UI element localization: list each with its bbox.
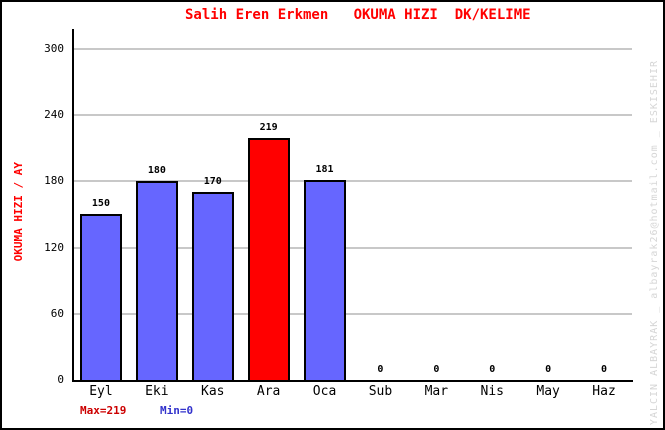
gridline <box>73 246 632 249</box>
bar-value-label: 0 <box>433 364 440 375</box>
watermark-text: YALCIN ALBAYRAK _ albayrak26@hotmail.com… <box>649 59 660 425</box>
chart-title: Salih Eren Erkmen OKUMA HIZI DK/KELIME <box>185 7 531 23</box>
x-tick-label: Haz <box>592 384 616 399</box>
y-tick-label: 120 <box>44 240 64 254</box>
y-axis-line <box>72 29 74 382</box>
x-tick-label: Nis <box>480 384 504 399</box>
gridline <box>73 114 632 117</box>
bar-value-label: 180 <box>147 165 166 176</box>
x-tick-label: May <box>536 384 560 399</box>
bar <box>135 181 178 382</box>
bar-value-label: 0 <box>377 364 384 375</box>
bar-value-label: 181 <box>315 164 334 175</box>
x-tick-label: Sub <box>368 384 393 399</box>
bar <box>303 180 346 382</box>
y-tick-label: 180 <box>44 174 64 188</box>
x-tick-label: Eyl <box>89 384 113 399</box>
bar-value-label: 150 <box>91 198 110 209</box>
bar <box>247 138 290 382</box>
bar <box>191 192 234 382</box>
x-axis-line <box>72 380 633 382</box>
min-value-label: Min=0 <box>160 404 194 417</box>
y-tick-label: 0 <box>57 373 64 386</box>
x-tick-label: Kas <box>201 384 225 399</box>
y-tick-label: 60 <box>50 306 64 320</box>
bar-value-label: 219 <box>259 122 278 133</box>
gridline <box>73 48 632 50</box>
bar-value-label: 0 <box>601 364 608 375</box>
x-tick-label: Oca <box>312 384 337 399</box>
bar <box>79 214 122 382</box>
y-tick-label: 300 <box>44 42 64 55</box>
gridline <box>73 180 632 183</box>
max-value-label: Max=219 <box>80 404 127 417</box>
x-tick-label: Ara <box>256 384 281 399</box>
y-tick-label: 240 <box>44 108 64 122</box>
x-tick-label: Mar <box>424 384 449 399</box>
bar-value-label: 170 <box>203 176 222 187</box>
bar-value-label: 0 <box>545 364 552 375</box>
gridline <box>73 312 632 315</box>
x-tick-label: Eki <box>145 384 169 399</box>
bar-value-label: 0 <box>489 364 496 375</box>
